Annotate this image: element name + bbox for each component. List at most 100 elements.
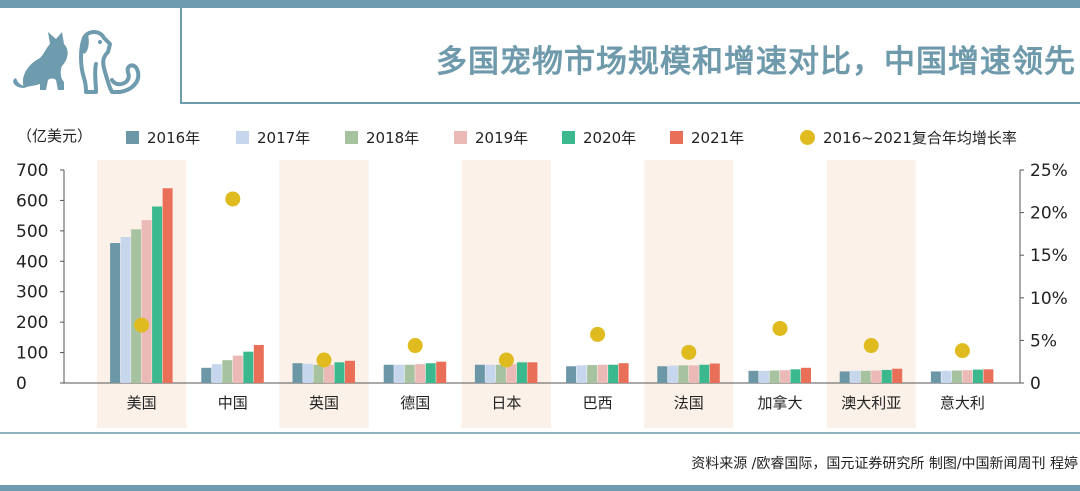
bar (881, 369, 892, 383)
bar (495, 364, 506, 383)
y2-tick-label: 0 (1030, 374, 1041, 394)
y-tick-label: 600 (16, 191, 48, 211)
y-tick-label: 300 (16, 283, 48, 303)
y-tick-label: 700 (16, 161, 48, 181)
legend-label: 2019年 (475, 128, 529, 147)
legend-dot (800, 129, 815, 145)
bar (474, 364, 485, 383)
legend-item-2017: 2017年 (236, 127, 310, 147)
bar (608, 364, 619, 383)
bar (871, 370, 882, 383)
bar (120, 236, 131, 383)
highlight-band (279, 160, 369, 428)
legend-item-2018: 2018年 (345, 127, 419, 147)
bar (253, 344, 264, 383)
header: 多国宠物市场规模和增速对比，中国增速领先 (0, 8, 1080, 104)
bar (618, 363, 629, 383)
bar (292, 363, 303, 383)
bar (951, 370, 962, 383)
legend-label: 2021年 (691, 128, 745, 147)
bar (232, 355, 243, 383)
highlight-band (461, 160, 551, 428)
bar (790, 369, 801, 383)
bar (962, 370, 973, 383)
x-tick-label: 加拿大 (757, 394, 802, 412)
bar (436, 361, 447, 383)
bar (345, 360, 355, 383)
x-tick-label: 意大利 (940, 394, 985, 412)
bar (303, 363, 313, 383)
bar (678, 365, 689, 383)
legend-swatch (670, 130, 683, 144)
bar (972, 369, 983, 383)
bar (941, 370, 952, 383)
bar (780, 370, 790, 383)
y-tick-label: 400 (16, 252, 48, 272)
x-tick-label: 美国 (127, 394, 157, 412)
bar (485, 364, 496, 383)
bar (597, 364, 608, 383)
cagr-point (863, 338, 879, 354)
legend-item-2020: 2020年 (562, 127, 636, 147)
bar (576, 365, 587, 383)
bar (404, 364, 415, 383)
bar (860, 370, 871, 383)
dog-icon (79, 30, 141, 94)
bar (313, 364, 324, 383)
cagr-point (772, 320, 788, 336)
legend-label: 2016~2021复合年均增长率 (823, 128, 1017, 147)
y-tick-label: 100 (16, 344, 48, 364)
y2-tick-label: 10% (1030, 289, 1068, 309)
highlight-band (826, 160, 916, 428)
x-tick-label: 巴西 (583, 394, 613, 412)
y2-tick-label: 15% (1030, 246, 1068, 266)
legend-label: 2017年 (257, 128, 311, 147)
pet-logo (0, 8, 180, 104)
x-tick-label: 法国 (674, 394, 704, 412)
x-tick-label: 中国 (218, 394, 248, 412)
bar (201, 367, 212, 383)
y-axis-unit: （亿美元） (17, 127, 93, 145)
bar (141, 220, 152, 383)
y2-tick-label: 25% (1030, 161, 1068, 181)
bar (748, 370, 759, 383)
bar (383, 364, 394, 383)
bar (699, 364, 710, 383)
cagr-point (954, 343, 970, 359)
y2-tick-label: 5% (1030, 331, 1057, 351)
bar (801, 367, 811, 383)
legend-swatch (126, 130, 139, 144)
bar (324, 364, 334, 383)
y-tick-label: 0 (16, 374, 27, 394)
legend-item-2016: 2016年 (126, 127, 200, 147)
bar (334, 362, 345, 383)
legend-label: 2020年 (583, 128, 637, 147)
chart-title: 多国宠物市场规模和增速对比，中国增速领先 (436, 44, 1076, 80)
y-tick-label: 200 (16, 313, 48, 333)
bottom-frame-bar (0, 485, 1080, 491)
bar (709, 363, 720, 383)
cagr-point (225, 191, 241, 207)
bar (688, 365, 699, 383)
bar (657, 366, 668, 383)
source-note: 资料来源 /欧睿国际，国元证券研究所 制图/中国新闻周刊 程婷 (691, 456, 1078, 472)
bar (131, 229, 142, 383)
header-underline (182, 102, 1080, 104)
highlight-band (644, 160, 734, 428)
legend-swatch (454, 130, 467, 144)
bar (506, 364, 517, 383)
bar (425, 363, 436, 383)
y2-tick-label: 20% (1030, 204, 1068, 224)
bar (211, 364, 222, 383)
top-frame-bar (0, 0, 1080, 8)
bar (667, 365, 678, 383)
cagr-point (681, 344, 697, 360)
bar (839, 371, 850, 383)
cagr-point (134, 317, 150, 333)
legend-swatch (562, 130, 575, 144)
x-tick-label: 澳大利亚 (841, 394, 901, 412)
bar (527, 362, 538, 383)
legend-swatch (236, 130, 249, 144)
chart-area: 0 100 200 300 400 500 600 700 0 5% 10% 15% 20% 25% 美国 中… (16, 160, 1068, 428)
legend-label: 2018年 (366, 128, 420, 147)
